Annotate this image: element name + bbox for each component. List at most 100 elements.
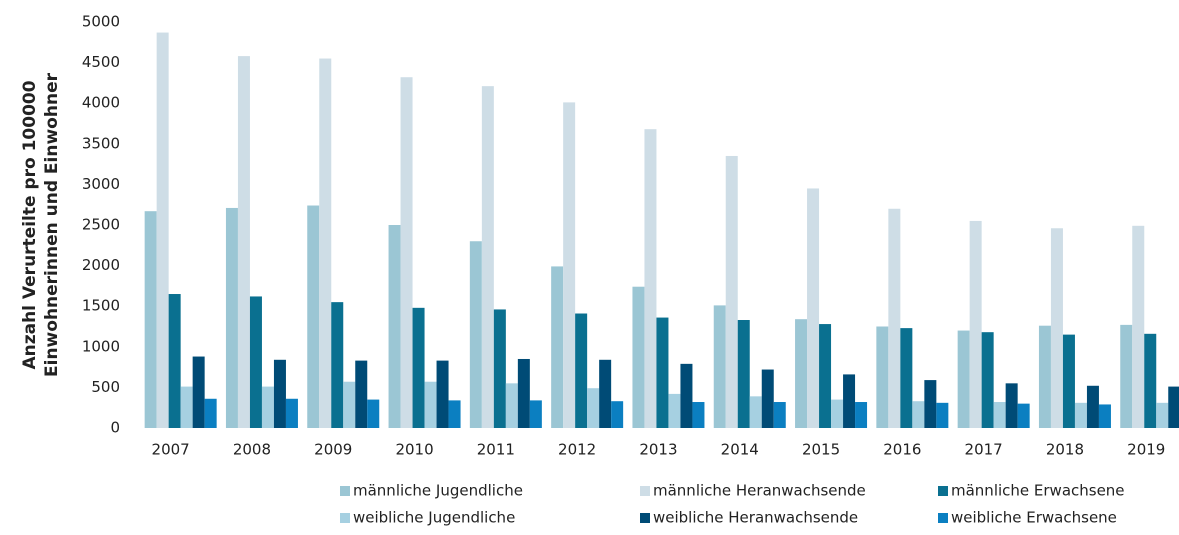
bar — [412, 307, 425, 428]
bar — [400, 77, 413, 428]
legend-label: weibliche Erwachsene — [951, 509, 1117, 527]
x-tick-label: 2008 — [233, 441, 271, 459]
x-tick-label: 2007 — [152, 441, 190, 459]
x-tick-label: 2011 — [477, 441, 515, 459]
bar — [900, 328, 913, 428]
x-tick-label: 2017 — [965, 441, 1003, 459]
x-tick-label: 2018 — [1046, 441, 1084, 459]
x-tick-label: 2015 — [802, 441, 840, 459]
bar — [448, 400, 461, 428]
y-tick-label: 500 — [91, 378, 120, 396]
bar — [993, 402, 1006, 428]
y-tick-label: 1000 — [82, 337, 120, 355]
bar — [936, 402, 949, 428]
bar — [912, 401, 925, 428]
bar — [632, 286, 645, 428]
bar — [761, 369, 774, 428]
y-tick-label: 3000 — [82, 175, 120, 193]
bar — [168, 294, 181, 428]
bar — [981, 332, 994, 428]
bar — [969, 220, 982, 428]
bar — [529, 400, 542, 428]
bar — [680, 363, 693, 428]
bar — [355, 360, 368, 428]
bar — [180, 386, 193, 428]
bar — [599, 359, 612, 428]
y-tick-label: 2000 — [82, 256, 120, 274]
y-tick-label: 3500 — [82, 134, 120, 152]
bar — [307, 205, 320, 428]
bar — [737, 320, 750, 428]
bar — [343, 381, 356, 428]
legend-swatch — [640, 486, 650, 496]
legend-swatch — [640, 513, 650, 523]
bar — [656, 317, 669, 428]
bar — [888, 208, 901, 428]
x-tick-label: 2012 — [558, 441, 596, 459]
bar — [493, 309, 506, 428]
bar — [551, 266, 564, 428]
x-tick-label: 2010 — [395, 441, 433, 459]
bar — [855, 402, 868, 428]
x-tick-label: 2016 — [883, 441, 921, 459]
bar — [1005, 383, 1018, 428]
bar — [692, 402, 705, 428]
bar — [1017, 403, 1030, 428]
bar — [924, 380, 937, 428]
bar — [144, 211, 157, 428]
bar — [587, 388, 600, 428]
legend-label: männliche Heranwachsende — [653, 482, 866, 500]
bar — [713, 305, 726, 428]
bar — [807, 188, 820, 428]
bar — [1132, 225, 1145, 428]
y-tick-label: 5000 — [82, 13, 120, 31]
bar — [273, 359, 286, 428]
y-tick-label: 1500 — [82, 297, 120, 315]
bar — [517, 358, 530, 428]
y-tick-label: 2500 — [82, 216, 120, 234]
bar — [668, 393, 681, 428]
bar — [575, 313, 588, 428]
bar — [563, 102, 576, 428]
y-tick-label: 4500 — [82, 53, 120, 71]
x-tick-label: 2009 — [314, 441, 352, 459]
bar — [331, 302, 344, 428]
legend-swatch — [340, 513, 350, 523]
bar — [644, 129, 657, 428]
x-tick-label: 2019 — [1127, 441, 1165, 459]
bar — [1062, 334, 1075, 428]
bar — [225, 207, 238, 428]
bar — [156, 32, 169, 428]
bar — [192, 356, 205, 428]
bar — [1038, 325, 1051, 428]
bar — [505, 383, 518, 428]
bar — [261, 386, 274, 428]
legend-label: weibliche Heranwachsende — [653, 509, 858, 527]
bar — [1156, 402, 1169, 428]
y-axis-label-line: Einwohnerinnen und Einwohner — [42, 72, 62, 377]
bar — [795, 319, 808, 428]
bar — [319, 58, 332, 428]
bar — [957, 330, 970, 428]
bar — [819, 324, 832, 428]
bar — [611, 401, 624, 428]
y-axis-label-line: Anzahl Verurteilte pro 100000 — [20, 80, 40, 369]
x-tick-label: 2014 — [721, 441, 759, 459]
bar — [1120, 324, 1133, 428]
bar — [1086, 385, 1099, 428]
bar — [876, 326, 889, 428]
bar — [285, 398, 298, 428]
legend-swatch — [938, 513, 948, 523]
y-tick-label: 0 — [110, 419, 120, 437]
bar — [237, 56, 250, 428]
y-tick-label: 4000 — [82, 94, 120, 112]
bar — [1074, 402, 1087, 428]
bar — [469, 241, 482, 428]
bar — [831, 399, 844, 428]
bar — [249, 296, 262, 428]
bar — [773, 402, 786, 428]
bar — [388, 225, 401, 428]
y-axis-label: Anzahl Verurteilte pro 100000 Einwohneri… — [20, 72, 62, 377]
bar — [843, 374, 856, 428]
